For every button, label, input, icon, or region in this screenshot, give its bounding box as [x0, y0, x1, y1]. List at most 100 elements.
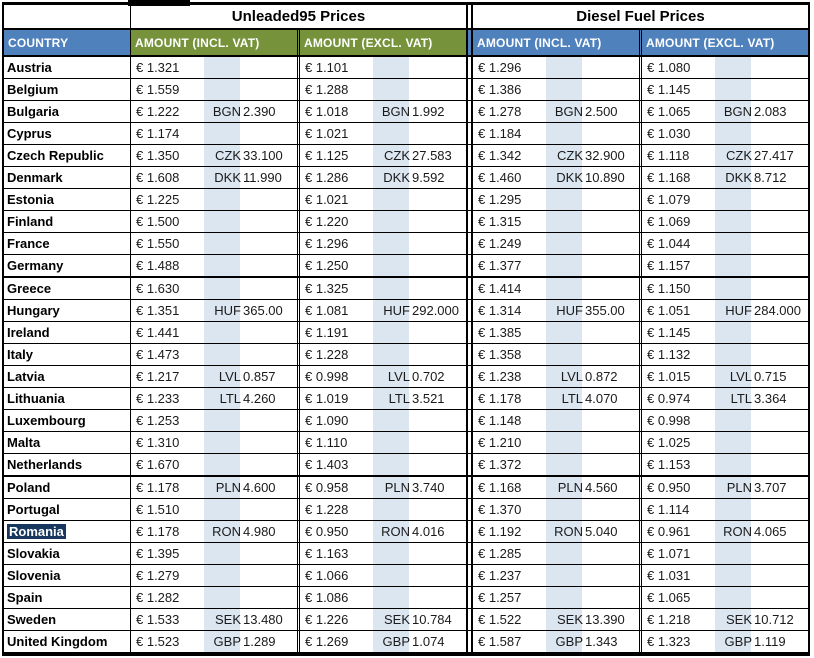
unleaded-incl-cell[interactable]: € 1.523 GBP 1.289 — [130, 631, 297, 652]
diesel-incl-cell[interactable]: € 1.358 — [466, 344, 639, 365]
unleaded-excl-cell[interactable]: € 1.296 — [297, 233, 466, 254]
diesel-excl-cell[interactable]: € 0.950 PLN 3.707 — [639, 477, 808, 498]
diesel-excl-cell[interactable]: € 1.218 SEK 10.712 — [639, 609, 808, 630]
diesel-incl-cell[interactable]: € 1.377 — [466, 255, 639, 276]
diesel-incl-cell[interactable]: € 1.370 — [466, 499, 639, 520]
diesel-excl-cell[interactable]: € 1.051 HUF 284.000 — [639, 300, 808, 321]
unleaded-incl-cell[interactable]: € 1.473 — [130, 344, 297, 365]
diesel-excl-cell[interactable]: € 1.015 LVL 0.715 — [639, 366, 808, 387]
country-cell[interactable]: Greece — [4, 278, 130, 299]
diesel-excl-cell[interactable]: € 1.168 DKK 8.712 — [639, 167, 808, 188]
country-cell[interactable]: Spain — [4, 587, 130, 608]
diesel-incl-cell[interactable]: € 1.315 — [466, 211, 639, 232]
diesel-incl-cell[interactable]: € 1.184 — [466, 123, 639, 144]
unleaded-excl-cell[interactable]: € 1.086 — [297, 587, 466, 608]
country-cell[interactable]: France — [4, 233, 130, 254]
diesel-incl-cell[interactable]: € 1.522 SEK 13.390 — [466, 609, 639, 630]
country-cell[interactable]: Denmark — [4, 167, 130, 188]
header-diesel-excl[interactable]: AMOUNT (EXCL. VAT) — [639, 30, 808, 55]
diesel-excl-cell[interactable]: € 1.132 — [639, 344, 808, 365]
unleaded-excl-cell[interactable]: € 1.403 — [297, 454, 466, 475]
diesel-incl-cell[interactable]: € 1.238 LVL 0.872 — [466, 366, 639, 387]
unleaded-incl-cell[interactable]: € 1.670 — [130, 454, 297, 475]
unleaded-incl-cell[interactable]: € 1.488 — [130, 255, 297, 276]
diesel-excl-cell[interactable]: € 1.030 — [639, 123, 808, 144]
unleaded-excl-cell[interactable]: € 1.021 — [297, 189, 466, 210]
unleaded-excl-cell[interactable]: € 1.250 — [297, 255, 466, 276]
unleaded-incl-cell[interactable]: € 1.395 — [130, 543, 297, 564]
unleaded-excl-cell[interactable]: € 1.018 BGN 1.992 — [297, 101, 466, 122]
unleaded-excl-cell[interactable]: € 1.090 — [297, 410, 466, 431]
unleaded-incl-cell[interactable]: € 1.225 — [130, 189, 297, 210]
unleaded-incl-cell[interactable]: € 1.178 PLN 4.600 — [130, 477, 297, 498]
diesel-incl-cell[interactable]: € 1.148 — [466, 410, 639, 431]
unleaded-excl-cell[interactable]: € 1.288 — [297, 79, 466, 100]
diesel-incl-cell[interactable]: € 1.385 — [466, 322, 639, 343]
diesel-excl-cell[interactable]: € 1.145 — [639, 322, 808, 343]
diesel-incl-cell[interactable]: € 1.314 HUF 355.00 — [466, 300, 639, 321]
country-cell[interactable]: Cyprus — [4, 123, 130, 144]
diesel-excl-cell[interactable]: € 1.118 CZK 27.417 — [639, 145, 808, 166]
diesel-excl-cell[interactable]: € 1.080 — [639, 57, 808, 78]
unleaded-incl-cell[interactable]: € 1.559 — [130, 79, 297, 100]
diesel-excl-cell[interactable]: € 1.031 — [639, 565, 808, 586]
country-cell[interactable]: Sweden — [4, 609, 130, 630]
unleaded-incl-cell[interactable]: € 1.441 — [130, 322, 297, 343]
country-cell[interactable]: Slovenia — [4, 565, 130, 586]
diesel-excl-cell[interactable]: € 1.069 — [639, 211, 808, 232]
country-cell[interactable]: Czech Republic — [4, 145, 130, 166]
country-cell[interactable]: Hungary — [4, 300, 130, 321]
country-cell[interactable]: United Kingdom — [4, 631, 130, 652]
country-cell[interactable]: Latvia — [4, 366, 130, 387]
diesel-incl-cell[interactable]: € 1.285 — [466, 543, 639, 564]
unleaded-excl-cell[interactable]: € 1.220 — [297, 211, 466, 232]
country-cell[interactable]: Malta — [4, 432, 130, 453]
header-country[interactable]: COUNTRY — [4, 30, 130, 55]
unleaded-excl-cell[interactable]: € 1.081 HUF 292.000 — [297, 300, 466, 321]
header-unleaded-excl[interactable]: AMOUNT (EXCL. VAT) — [297, 30, 466, 55]
unleaded-excl-cell[interactable]: € 1.228 — [297, 499, 466, 520]
unleaded-incl-cell[interactable]: € 1.510 — [130, 499, 297, 520]
unleaded-excl-cell[interactable]: € 1.286 DKK 9.592 — [297, 167, 466, 188]
country-cell[interactable]: Bulgaria — [4, 101, 130, 122]
country-cell[interactable]: Poland — [4, 477, 130, 498]
diesel-excl-cell[interactable]: € 1.071 — [639, 543, 808, 564]
diesel-excl-cell[interactable]: € 0.961 RON 4.065 — [639, 521, 808, 542]
diesel-incl-cell[interactable]: € 1.372 — [466, 454, 639, 475]
diesel-incl-cell[interactable]: € 1.460 DKK 10.890 — [466, 167, 639, 188]
unleaded-incl-cell[interactable]: € 1.351 HUF 365.00 — [130, 300, 297, 321]
diesel-incl-cell[interactable]: € 1.257 — [466, 587, 639, 608]
diesel-incl-cell[interactable]: € 1.192 RON 5.040 — [466, 521, 639, 542]
unleaded-excl-cell[interactable]: € 1.066 — [297, 565, 466, 586]
diesel-incl-cell[interactable]: € 1.210 — [466, 432, 639, 453]
diesel-incl-cell[interactable]: € 1.295 — [466, 189, 639, 210]
diesel-incl-cell[interactable]: € 1.342 CZK 32.900 — [466, 145, 639, 166]
unleaded-incl-cell[interactable]: € 1.350 CZK 33.100 — [130, 145, 297, 166]
unleaded-excl-cell[interactable]: € 1.019 LTL 3.521 — [297, 388, 466, 409]
country-cell[interactable]: Lithuania — [4, 388, 130, 409]
unleaded-excl-cell[interactable]: € 1.191 — [297, 322, 466, 343]
country-cell[interactable]: Ireland — [4, 322, 130, 343]
unleaded-incl-cell[interactable]: € 1.630 — [130, 278, 297, 299]
diesel-excl-cell[interactable]: € 1.150 — [639, 278, 808, 299]
unleaded-incl-cell[interactable]: € 1.222 BGN 2.390 — [130, 101, 297, 122]
diesel-incl-cell[interactable]: € 1.178 LTL 4.070 — [466, 388, 639, 409]
unleaded-excl-cell[interactable]: € 0.998 LVL 0.702 — [297, 366, 466, 387]
unleaded-incl-cell[interactable]: € 1.174 — [130, 123, 297, 144]
country-cell[interactable]: Germany — [4, 255, 130, 276]
unleaded-excl-cell[interactable]: € 0.958 PLN 3.740 — [297, 477, 466, 498]
country-cell[interactable]: Luxembourg — [4, 410, 130, 431]
unleaded-incl-cell[interactable]: € 1.233 LTL 4.260 — [130, 388, 297, 409]
unleaded-excl-cell[interactable]: € 1.269 GBP 1.074 — [297, 631, 466, 652]
diesel-incl-cell[interactable]: € 1.587 GBP 1.343 — [466, 631, 639, 652]
country-cell[interactable]: Romania — [4, 521, 130, 542]
diesel-excl-cell[interactable]: € 1.153 — [639, 454, 808, 475]
unleaded-incl-cell[interactable]: € 1.178 RON 4.980 — [130, 521, 297, 542]
unleaded-incl-cell[interactable]: € 1.310 — [130, 432, 297, 453]
diesel-excl-cell[interactable]: € 1.065 BGN 2.083 — [639, 101, 808, 122]
diesel-excl-cell[interactable]: € 1.065 — [639, 587, 808, 608]
country-cell[interactable]: Finland — [4, 211, 130, 232]
unleaded-incl-cell[interactable]: € 1.550 — [130, 233, 297, 254]
unleaded-incl-cell[interactable]: € 1.217 LVL 0.857 — [130, 366, 297, 387]
diesel-excl-cell[interactable]: € 1.145 — [639, 79, 808, 100]
